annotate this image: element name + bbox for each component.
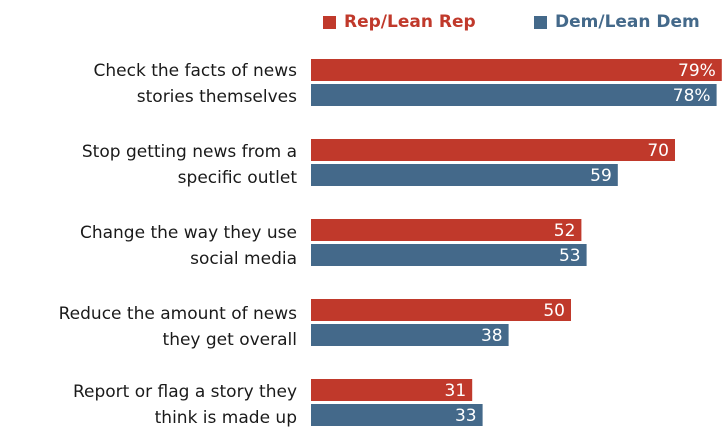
category-label-1: Stop getting news from a specific outlet: [0, 139, 297, 191]
category-label-3-line-1: Reduce the amount of news: [58, 304, 297, 324]
category-label-0-line-1: Check the facts of news: [93, 61, 297, 81]
bar-rep-4: [311, 379, 473, 401]
category-label-4-line-1: Report or flag a story they: [72, 382, 297, 402]
value-label-rep-2: 52: [554, 221, 576, 241]
value-label-rep-1: 70: [647, 141, 669, 161]
category-label-2: Change the way they use social media: [0, 220, 297, 272]
category-label-2-line-2: social media: [190, 249, 297, 269]
bar-dem-0: [311, 84, 717, 106]
value-label-dem-4: 33: [455, 406, 477, 426]
category-label-3-line-2: they get overall: [162, 330, 297, 350]
legend-label-rep: Rep/Lean Rep: [344, 12, 476, 32]
bar-rep-2: [311, 219, 582, 241]
bar-rep-1: [311, 139, 675, 161]
legend-dem: Dem/Lean Dem: [534, 10, 700, 34]
value-label-dem-3: 38: [481, 326, 503, 346]
bar-rep-0: [311, 59, 722, 81]
legend-label-dem: Dem/Lean Dem: [555, 12, 700, 32]
value-label-rep-4: 31: [445, 381, 467, 401]
bar-dem-2: [311, 244, 587, 266]
category-label-1-line-2: specific outlet: [177, 168, 297, 188]
legend-rep: Rep/Lean Rep: [323, 10, 476, 34]
value-label-rep-3: 50: [543, 301, 565, 321]
category-label-1-line-1: Stop getting news from a: [81, 142, 297, 162]
value-label-dem-2: 53: [559, 246, 581, 266]
bar-dem-4: [311, 404, 483, 426]
legend-swatch-rep: [323, 15, 336, 29]
category-label-0-line-2: stories themselves: [136, 87, 297, 107]
bar-dem-3: [311, 324, 509, 346]
category-label-0: Check the facts of news stories themselv…: [0, 58, 297, 110]
category-label-4: Report or flag a story they think is mad…: [0, 379, 297, 431]
bar-rep-3: [311, 299, 571, 321]
category-label-2-line-1: Change the way they use: [79, 223, 297, 243]
value-label-rep-0: 79%: [678, 61, 716, 81]
legend-swatch-dem: [534, 15, 547, 29]
category-label-3: Reduce the amount of news they get overa…: [0, 301, 297, 353]
value-label-dem-0: 78%: [673, 86, 711, 106]
bar-dem-1: [311, 164, 618, 186]
category-label-4-line-2: think is made up: [154, 408, 297, 428]
value-label-dem-1: 59: [590, 166, 612, 186]
